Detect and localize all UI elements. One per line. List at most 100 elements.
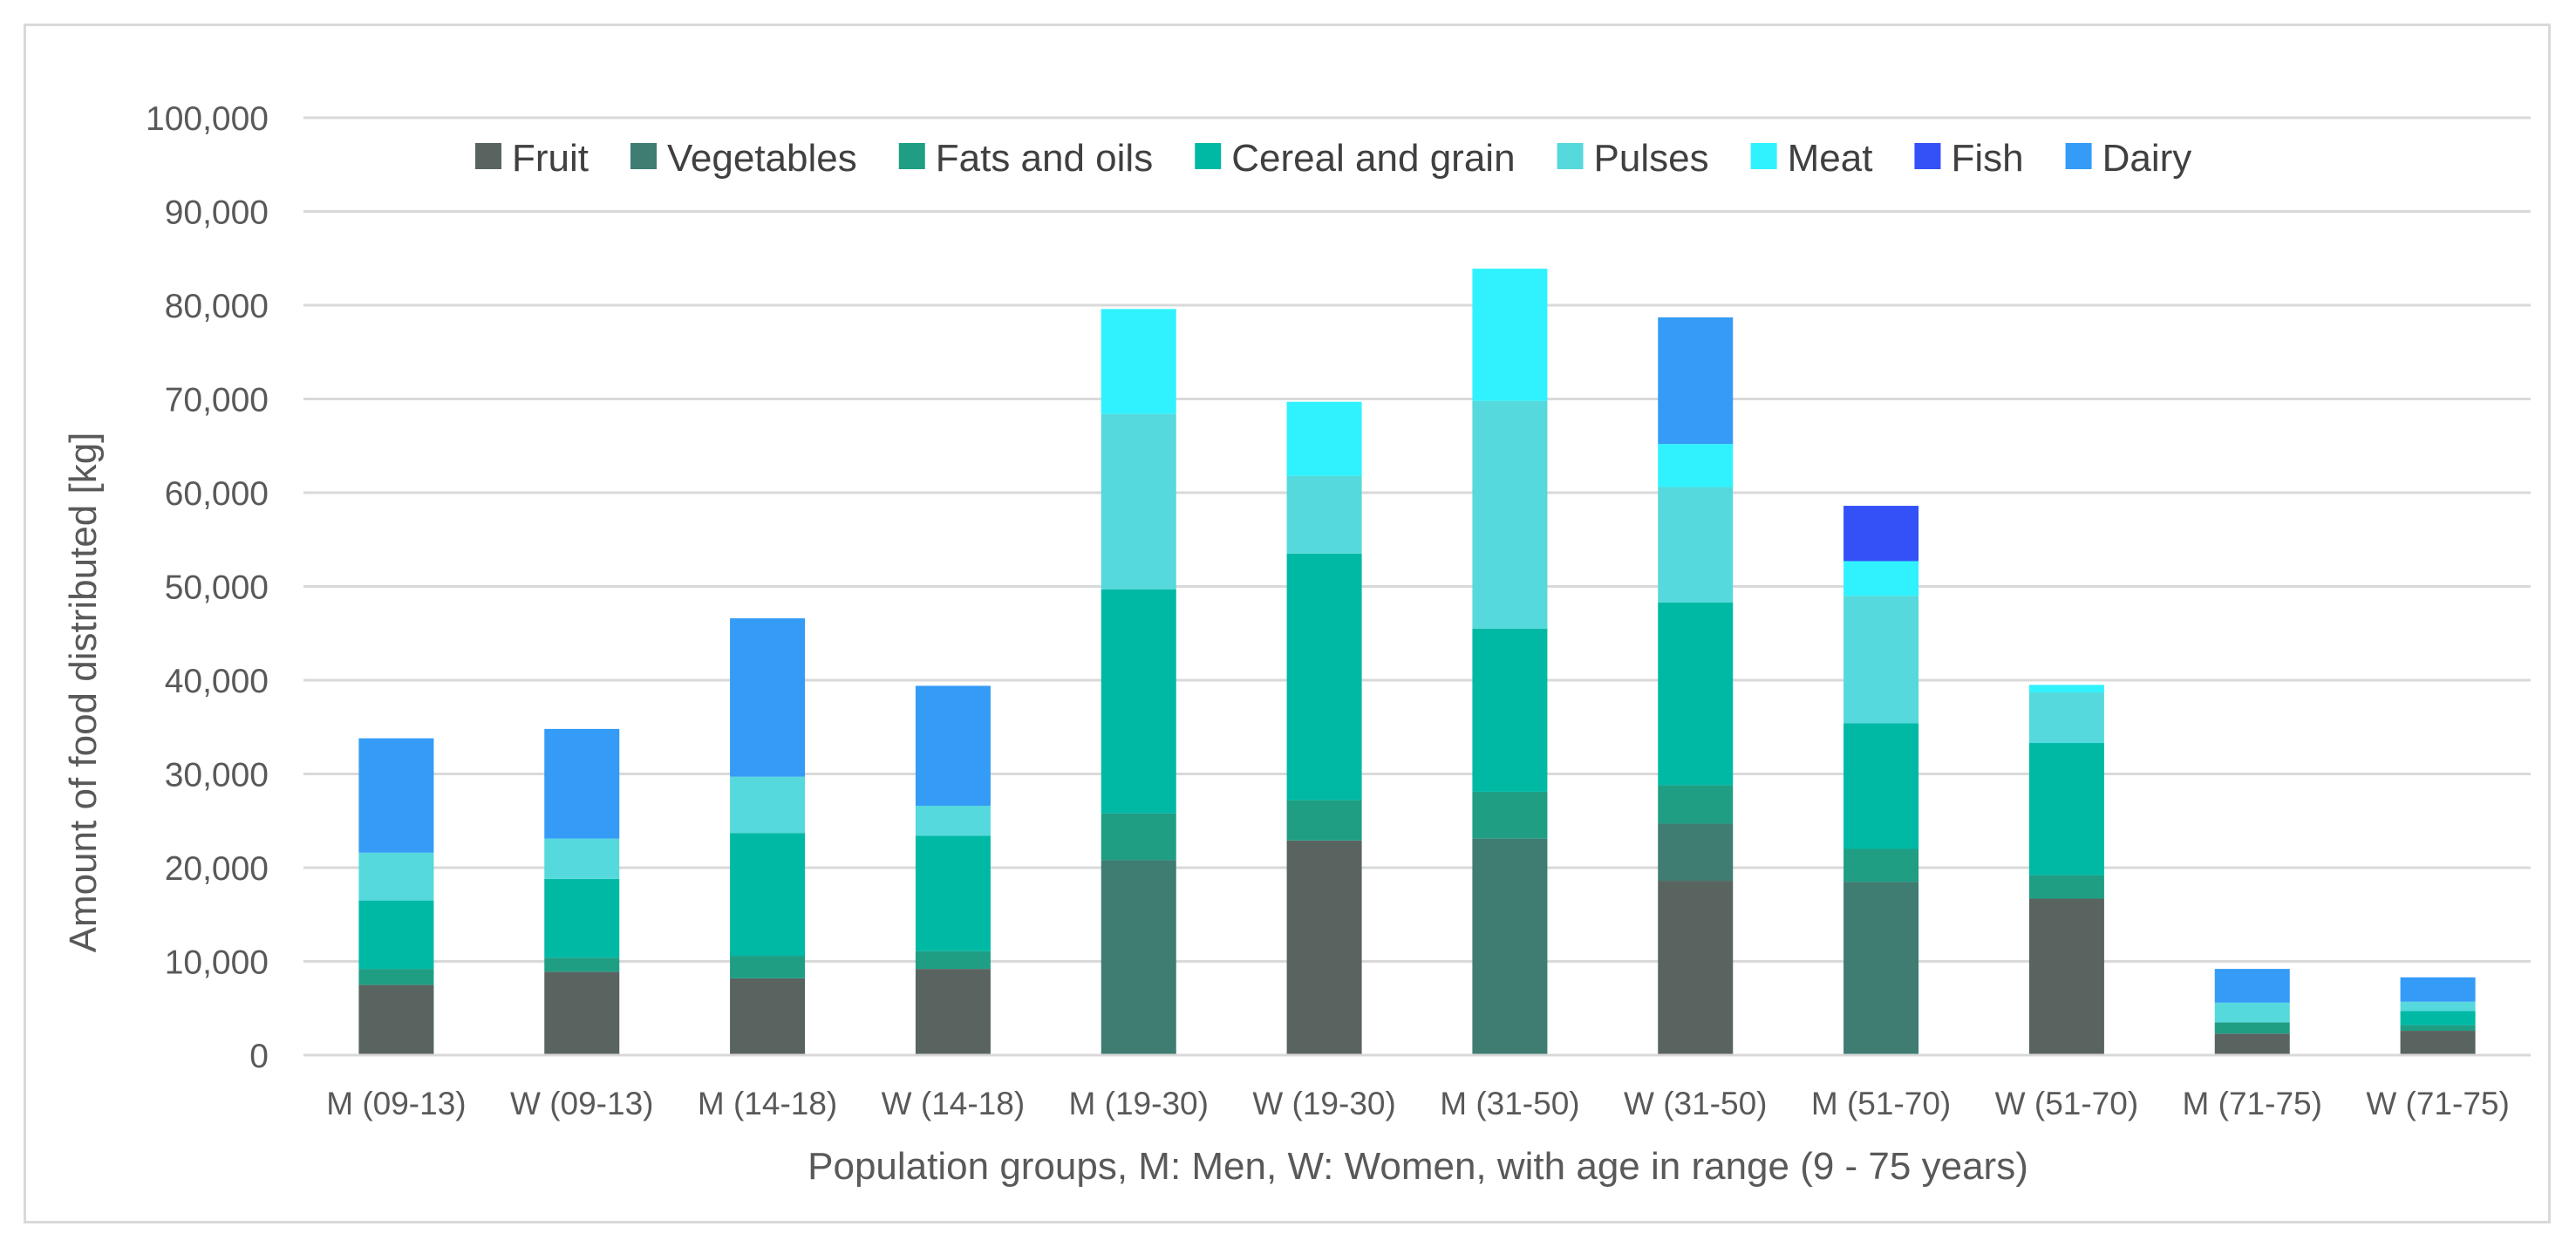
bar-segment-meat: [1286, 401, 1362, 476]
x-tick-label: W (51-70): [1995, 1086, 2138, 1121]
bar-segment-meat: [2028, 685, 2104, 692]
bar-segment-cereal-and-grain: [358, 900, 434, 970]
bar-segment-pulses: [358, 852, 434, 901]
bar-segment-dairy: [730, 618, 806, 777]
legend-item: Pulses: [1557, 137, 1709, 180]
legend-label: Fats and oils: [936, 137, 1153, 180]
bars: [358, 269, 2476, 1055]
x-tick-label: W (71-75): [2366, 1086, 2509, 1121]
legend-item: Fish: [1914, 137, 2024, 180]
bar-segment-fruit: [1658, 881, 1734, 1055]
bar-segment-fats-and-oils: [1286, 800, 1362, 841]
bar-segment-meat: [1472, 269, 1548, 401]
legend-label: Meat: [1788, 137, 1873, 180]
legend-swatch: [898, 143, 925, 169]
y-tick-label: 30,000: [165, 757, 269, 794]
bar-segment-fruit: [2028, 898, 2104, 1055]
bar-segment-cereal-and-grain: [2400, 1011, 2476, 1026]
x-tick-label: M (09-13): [326, 1086, 466, 1121]
bar-segment-pulses: [1843, 596, 1919, 724]
y-axis-title: Amount of food distributed [kg]: [62, 433, 105, 953]
legend-swatch: [1557, 143, 1584, 169]
bar-segment-fats-and-oils: [1843, 848, 1919, 882]
bar-segment-dairy: [915, 685, 991, 807]
legend-item: Fats and oils: [898, 137, 1153, 180]
legend-label: Fish: [1951, 137, 2023, 180]
bar-segment-cereal-and-grain: [2028, 743, 2104, 876]
bar-segment-fats-and-oils: [2214, 1022, 2290, 1034]
bar-segment-meat: [1101, 309, 1176, 414]
y-tick-label: 0: [249, 1038, 269, 1075]
bar-segment-fats-and-oils: [1472, 791, 1548, 839]
y-tick-label: 100,000: [146, 100, 269, 138]
bar-segment-fruit: [915, 969, 991, 1055]
bar-segment-vegetables: [1843, 882, 1919, 1055]
bar-segment-fruit: [544, 971, 620, 1055]
bar-segment-meat: [1843, 561, 1919, 596]
x-tick-label: W (31-50): [1624, 1086, 1767, 1121]
x-tick-label: M (71-75): [2183, 1086, 2322, 1121]
bar-segment-pulses: [1101, 413, 1176, 589]
y-tick-label: 40,000: [165, 663, 269, 700]
bar-segment-pulses: [1658, 487, 1734, 603]
legend-item: Vegetables: [630, 137, 857, 180]
legend-label: Dairy: [2102, 137, 2192, 180]
legend-label: Vegetables: [667, 137, 857, 180]
y-tick-label: 80,000: [165, 288, 269, 325]
y-tick-label: 20,000: [165, 850, 269, 888]
bar-segment-cereal-and-grain: [1286, 553, 1362, 801]
legend-swatch: [1914, 143, 1941, 169]
legend: Fruit Vegetables Fats and oils Cereal and g…: [475, 137, 2191, 180]
legend-swatch: [1195, 143, 1222, 169]
legend-swatch: [475, 143, 501, 169]
bar-segment-dairy: [2214, 969, 2290, 1003]
bar-segment-fats-and-oils: [2028, 875, 2104, 899]
y-tick-label: 50,000: [165, 569, 269, 607]
legend-swatch: [2065, 143, 2092, 169]
x-tick-label: M (51-70): [1811, 1086, 1951, 1121]
bar-segment-cereal-and-grain: [544, 878, 620, 958]
bar-segment-fish: [1843, 506, 1919, 562]
bar-segment-pulses: [544, 838, 620, 879]
legend-label: Cereal and grain: [1231, 137, 1515, 180]
legend-item: Fruit: [475, 137, 589, 180]
x-tick-label: M (19-30): [1069, 1086, 1209, 1121]
bar-segment-fruit: [1286, 840, 1362, 1055]
bar-segment-dairy: [544, 728, 620, 839]
bar-segment-pulses: [1472, 400, 1548, 629]
bar-segment-fats-and-oils: [915, 951, 991, 970]
legend-label: Fruit: [512, 137, 589, 180]
y-axis-ticks: 0 10,000 20,000 30,000 40,000 50,000 60,000 70,…: [146, 100, 269, 1075]
y-tick-label: 90,000: [165, 194, 269, 232]
legend-swatch: [1750, 143, 1777, 169]
bar-segment-pulses: [2400, 1001, 2476, 1012]
bar-segment-vegetables: [1658, 823, 1734, 882]
legend-label: Pulses: [1594, 137, 1709, 180]
x-tick-label: W (09-13): [510, 1086, 653, 1121]
bar-segment-pulses: [1286, 475, 1362, 554]
legend-item: Cereal and grain: [1195, 137, 1516, 180]
y-tick-label: 70,000: [165, 382, 269, 419]
bar-segment-vegetables: [1472, 838, 1548, 1055]
y-tick-label: 60,000: [165, 475, 269, 513]
legend-item: Dairy: [2065, 137, 2192, 180]
bar-segment-dairy: [2400, 977, 2476, 1002]
bar-segment-fruit: [730, 978, 806, 1055]
bar-segment-cereal-and-grain: [1472, 628, 1548, 792]
bar-segment-pulses: [915, 806, 991, 836]
bar-segment-cereal-and-grain: [915, 835, 991, 951]
bar-segment-fruit: [358, 985, 434, 1055]
y-tick-label: 10,000: [165, 944, 269, 982]
bar-segment-fats-and-oils: [1658, 785, 1734, 824]
bar-segment-cereal-and-grain: [1843, 723, 1919, 849]
bar-segment-pulses: [730, 776, 806, 834]
bar-segment-cereal-and-grain: [1658, 602, 1734, 786]
bar-segment-fats-and-oils: [544, 957, 620, 972]
x-tick-label: W (14-18): [882, 1086, 1025, 1121]
bar-segment-fats-and-oils: [730, 956, 806, 978]
x-tick-label: M (14-18): [698, 1086, 837, 1121]
bar-segment-fats-and-oils: [1101, 813, 1176, 861]
x-axis-title: Population groups, M: Men, W: Women, wit…: [808, 1145, 2028, 1188]
bar-segment-fats-and-oils: [2400, 1025, 2476, 1032]
